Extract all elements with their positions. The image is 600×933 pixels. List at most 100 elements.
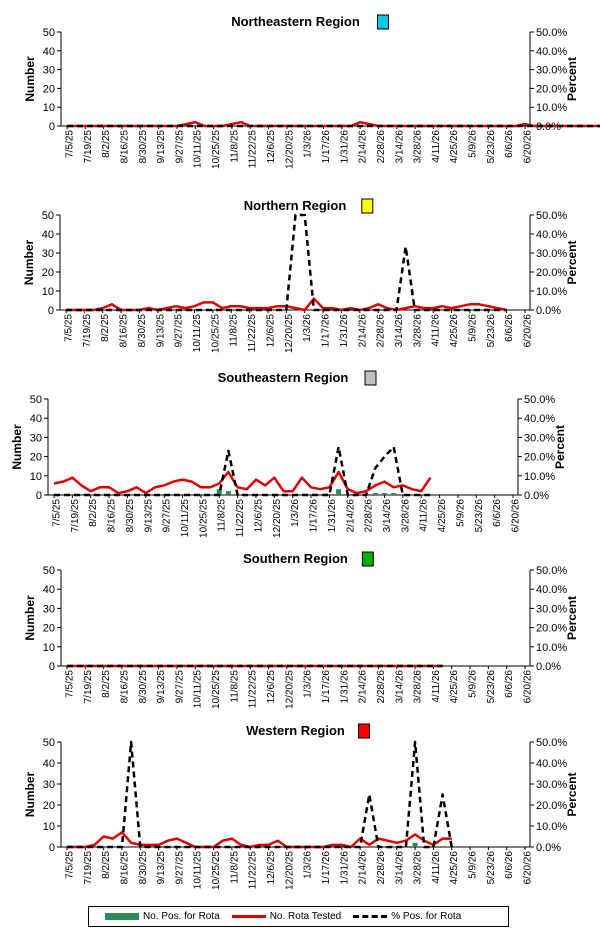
y-tick-label: 50	[43, 565, 55, 577]
y2-tick-label: 40.0%	[536, 758, 567, 770]
x-tick-label: 11/8/25	[229, 314, 240, 347]
x-tick-label: 2/14/26	[358, 851, 369, 885]
y-axis-title: Number	[10, 424, 24, 470]
x-tick-label: 9/13/25	[156, 851, 167, 885]
y-tick-label: 40	[43, 584, 55, 596]
x-tick-label: 4/11/26	[431, 314, 442, 347]
x-tick-label: 5/23/26	[486, 670, 497, 704]
y-axis-title: Number	[23, 595, 37, 641]
y-tick-label: 0	[36, 490, 42, 502]
x-tick-label: 8/2/25	[101, 670, 112, 698]
y2-axis-title: Percent	[553, 425, 567, 469]
chart-panel-3: Southeastern Region 0 10 20 30 40 50 0.0% 10.0% 2…	[10, 370, 567, 538]
y2-tick-label: 10.0%	[524, 471, 555, 483]
x-tick-label: 8/30/25	[137, 314, 148, 348]
x-tick-label: 3/14/26	[394, 851, 405, 885]
bar-positive	[381, 493, 387, 495]
x-tick-label: 3/14/26	[394, 130, 405, 164]
x-tick-label: 11/8/25	[229, 130, 240, 163]
y2-tick-label: 0.0%	[536, 842, 561, 854]
x-tick-label: 5/23/26	[486, 314, 497, 348]
y2-tick-label: 50.0%	[536, 27, 567, 39]
x-tick-label: 6/6/26	[504, 851, 515, 879]
x-tick-label: 10/11/25	[193, 130, 204, 169]
y-tick-label: 30	[43, 779, 55, 791]
chart-title: Southeastern Region	[218, 370, 349, 385]
x-tick-label: 10/11/25	[192, 314, 203, 353]
x-tick-label: 12/6/25	[266, 670, 277, 704]
x-tick-label: 2/28/26	[376, 130, 387, 164]
x-tick-label: 1/17/26	[321, 670, 332, 704]
x-tick-label: 10/11/25	[193, 670, 204, 709]
x-tick-label: 10/25/25	[210, 314, 221, 353]
region-color-marker	[361, 551, 374, 567]
bar-positive	[412, 842, 418, 847]
y-tick-label: 50	[43, 737, 55, 749]
x-tick-label: 4/11/26	[431, 130, 442, 163]
x-tick-label: 6/20/26	[523, 314, 534, 348]
x-tick-label: 6/6/26	[504, 130, 515, 158]
x-tick-label: 8/16/25	[119, 851, 130, 885]
x-tick-label: 12/20/25	[272, 499, 283, 538]
x-tick-label: 3/28/26	[413, 130, 424, 164]
y2-tick-label: 30.0%	[536, 248, 567, 260]
y2-tick-label: 20.0%	[536, 800, 567, 812]
x-tick-label: 12/6/25	[266, 851, 277, 885]
x-tick-label: 10/11/25	[180, 499, 191, 538]
x-tick-label: 5/23/26	[486, 851, 497, 885]
y-tick-label: 0	[49, 842, 55, 854]
x-tick-label: 3/28/26	[413, 851, 424, 885]
y-tick-label: 10	[30, 471, 42, 483]
x-tick-label: 3/28/26	[400, 499, 411, 533]
y2-tick-label: 20.0%	[536, 623, 567, 635]
x-tick-label: 2/28/26	[376, 851, 387, 885]
line-percent	[54, 445, 431, 497]
x-tick-label: 9/27/25	[174, 851, 185, 885]
x-tick-label: 8/30/25	[138, 851, 149, 885]
x-tick-label: 2/14/26	[357, 314, 368, 348]
x-tick-label: 12/20/25	[284, 314, 295, 353]
x-tick-label: 4/25/26	[449, 314, 460, 348]
y2-tick-label: 30.0%	[536, 779, 567, 791]
y-tick-label: 20	[43, 623, 55, 635]
x-tick-label: 8/16/25	[119, 314, 130, 348]
x-tick-label: 5/9/26	[467, 314, 478, 342]
x-tick-label: 10/25/25	[211, 670, 222, 709]
x-tick-label: 3/14/26	[394, 314, 405, 348]
y-tick-label: 10	[43, 642, 55, 654]
x-tick-label: 8/16/25	[107, 499, 118, 533]
x-tick-label: 5/23/26	[474, 499, 485, 533]
y2-tick-label: 40.0%	[536, 584, 567, 596]
y-tick-label: 50	[43, 27, 55, 39]
y-tick-label: 20	[30, 452, 42, 464]
y-tick-label: 40	[42, 229, 54, 241]
x-tick-label: 2/14/26	[345, 499, 356, 533]
y2-axis-title: Percent	[565, 772, 579, 816]
y-tick-label: 30	[43, 65, 55, 77]
chart-legend: No. Pos. for Rota No. Rota Tested % Pos.…	[88, 906, 509, 927]
y2-axis-title: Percent	[565, 57, 579, 101]
legend-tested-label: No. Rota Tested	[269, 911, 342, 922]
y2-tick-label: 0.0%	[536, 305, 561, 317]
x-tick-label: 5/9/26	[468, 130, 479, 158]
bar-positive	[391, 493, 397, 495]
x-tick-label: 1/17/26	[321, 130, 332, 164]
y-tick-label: 40	[30, 413, 42, 425]
x-tick-label: 7/5/25	[52, 499, 63, 527]
x-tick-label: 11/8/25	[229, 851, 240, 884]
y-tick-label: 20	[43, 800, 55, 812]
x-tick-label: 4/25/26	[437, 499, 448, 533]
y2-tick-label: 20.0%	[524, 452, 555, 464]
y-tick-label: 40	[43, 758, 55, 770]
x-tick-label: 7/19/25	[82, 314, 93, 348]
line-tested	[53, 470, 432, 495]
y-tick-label: 0	[49, 661, 55, 673]
x-tick-label: 7/5/25	[65, 851, 76, 879]
chart-title: Western Region	[246, 723, 345, 738]
y-axis-title: Number	[22, 240, 36, 286]
y2-tick-label: 10.0%	[536, 102, 567, 114]
y2-tick-label: 50.0%	[536, 737, 567, 749]
x-tick-label: 11/22/25	[248, 670, 259, 709]
y2-tick-label: 50.0%	[536, 210, 567, 222]
chart-title: Northeastern Region	[231, 14, 360, 29]
